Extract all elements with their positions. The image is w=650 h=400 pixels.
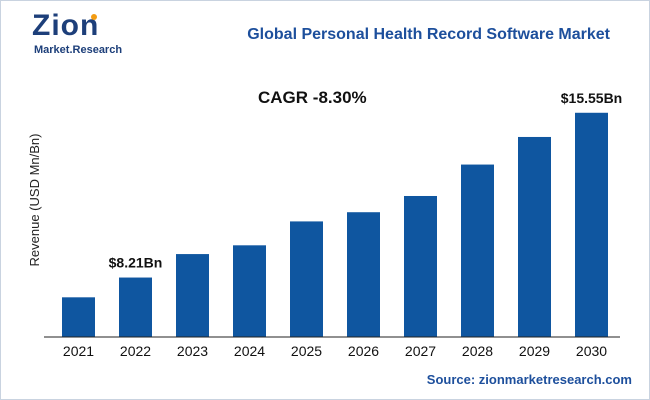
x-tick-label-2023: 2023 — [177, 343, 208, 359]
logo-wordmark: Zion — [32, 9, 100, 42]
brand-logo: Zion Market.Research — [32, 10, 128, 58]
x-tick-label-2029: 2029 — [519, 343, 550, 359]
bar-2029 — [518, 136, 551, 337]
x-tick-label-2024: 2024 — [234, 343, 265, 359]
y-axis-label: Revenue (USD Mn/Bn) — [27, 134, 42, 267]
x-tick-label-2021: 2021 — [63, 343, 94, 359]
bar-2023 — [176, 254, 209, 337]
x-tick-label-2028: 2028 — [462, 343, 493, 359]
logo-subtitle: Market.Research — [34, 44, 123, 56]
bar-2021 — [62, 297, 95, 337]
bar-2027 — [404, 195, 437, 337]
bar-2022 — [119, 277, 152, 337]
x-axis-ticks: 2021 2022 2023 2024 2025 2026 2027 2028 2029 2030 — [63, 343, 607, 359]
data-labels: $8.21Bn $15.55Bn — [109, 90, 623, 271]
bar-2025 — [290, 221, 323, 337]
bar-2026 — [347, 212, 380, 337]
x-tick-label-2022: 2022 — [120, 343, 151, 359]
data-label-2030: $15.55Bn — [561, 90, 622, 106]
chart-title: Global Personal Health Record Software M… — [247, 26, 610, 43]
bar-series — [62, 112, 608, 338]
x-tick-label-2025: 2025 — [291, 343, 322, 359]
cagr-annotation: CAGR -8.30% — [258, 88, 367, 107]
bar-2028 — [461, 164, 494, 337]
logo-dot-icon — [91, 14, 97, 20]
source-note: Source: zionmarketresearch.com — [426, 372, 632, 387]
bar-2024 — [233, 245, 266, 337]
data-label-2022: $8.21Bn — [109, 255, 163, 271]
x-tick-label-2030: 2030 — [576, 343, 607, 359]
bar-2030 — [575, 112, 608, 338]
x-tick-label-2027: 2027 — [405, 343, 436, 359]
x-tick-label-2026: 2026 — [348, 343, 379, 359]
